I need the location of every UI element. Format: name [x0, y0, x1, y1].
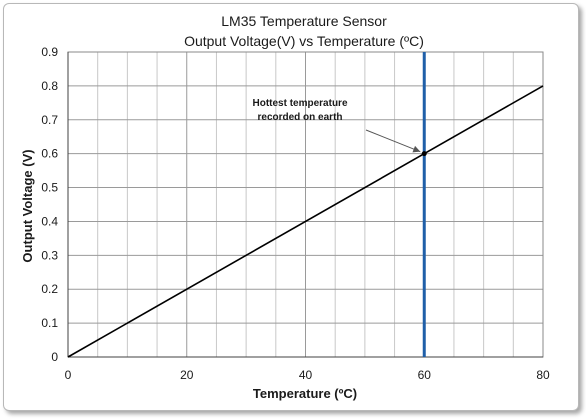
highlight-point	[421, 151, 427, 157]
chart-subtitle: Output Voltage(V) vs Temperature (ºC)	[184, 33, 424, 49]
tick-labels: 0 20 40 60 80 0 0.1 0.2 0.3 0.4 0.5 0.6 0.7 0.8 0.9	[41, 45, 550, 382]
annotation-group: Hottest temperature recorded on earth	[252, 98, 421, 153]
y-tick-label-3: 0.3	[41, 248, 58, 262]
y-tick-label-7: 0.7	[41, 113, 58, 127]
annotation-arrow	[365, 129, 421, 153]
x-tick-label-4: 80	[536, 368, 550, 382]
x-tick-label-0: 0	[65, 368, 72, 382]
x-tick-label-1: 20	[180, 368, 194, 382]
y-tick-label-8: 0.8	[41, 79, 58, 93]
y-tick-label-4: 0.4	[41, 214, 58, 228]
annotation-line-1: Hottest temperature	[252, 98, 347, 109]
annotation-arrowhead	[412, 145, 421, 153]
series-group	[67, 85, 544, 358]
y-tick-label-5: 0.5	[41, 181, 58, 195]
axes	[67, 51, 544, 358]
x-axis-label: Temperature (ºC)	[253, 386, 357, 401]
x-tick-label-3: 60	[418, 368, 432, 382]
y-tick-label-1: 0.1	[41, 316, 58, 330]
annotation-line-2: recorded on earth	[257, 112, 342, 123]
chart-frame	[3, 3, 579, 411]
y-tick-label-9: 0.9	[41, 45, 58, 59]
y-tick-label-2: 0.2	[41, 282, 58, 296]
series-line-0	[67, 85, 544, 358]
chart-title: LM35 Temperature Sensor	[221, 13, 387, 29]
y-tick-label-6: 0.6	[41, 147, 58, 161]
y-tick-label-0: 0	[51, 350, 58, 364]
y-axis-label: Output Voltage (V)	[20, 149, 35, 262]
minor-gridlines	[97, 52, 514, 357]
x-tick-label-2: 40	[299, 368, 313, 382]
